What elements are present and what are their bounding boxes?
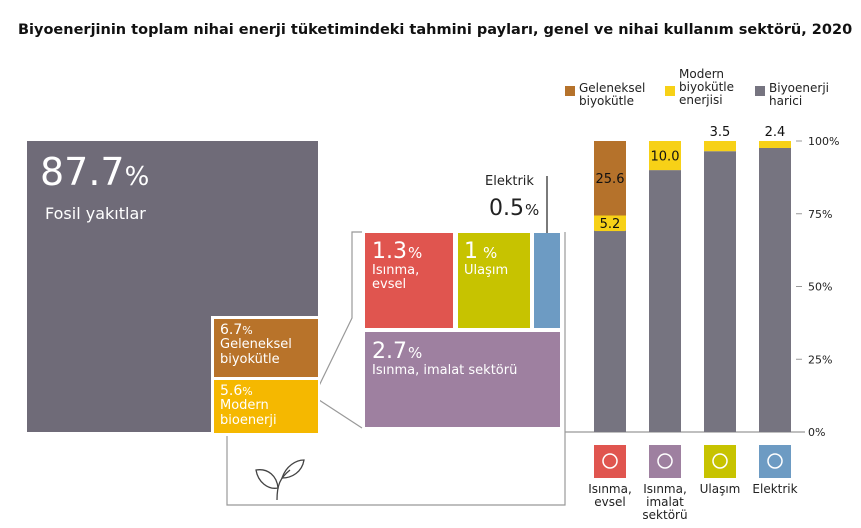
share-text: 2.7% Isınma, imalat sektörü: [372, 339, 518, 379]
bar-segment: [704, 151, 736, 432]
share-text: 1% Ulaşım: [464, 239, 509, 279]
category-icon: [704, 445, 736, 478]
transport-box: [458, 233, 530, 328]
legend-swatch: [565, 86, 575, 96]
data-label: 25.6: [596, 172, 625, 187]
share-text: 5.6% Modern bioenerji: [220, 383, 277, 428]
share-label: Elektrik: [485, 174, 534, 189]
legend-label: Modern biyokütle enerjisi: [679, 67, 735, 108]
legend-label: Biyoenerji harici: [769, 81, 829, 109]
label-bg: [595, 215, 625, 232]
legend-swatch: [755, 86, 765, 96]
share-text: 6.7% Geleneksel biyokütle: [220, 322, 292, 367]
bar-segment: [704, 141, 736, 152]
label-bg: [650, 147, 680, 164]
label-bg: [595, 170, 625, 187]
y-tick-label: 25%: [808, 353, 832, 366]
connector: [315, 397, 363, 429]
plant-icon: [255, 459, 305, 501]
connector: [226, 232, 566, 506]
bar-segment: [759, 141, 791, 148]
category-icon: [649, 445, 681, 478]
share-value: 0.5%: [489, 196, 540, 221]
data-label: 10.0: [651, 150, 680, 165]
data-label: 3.5: [710, 125, 731, 140]
traditional-box: [214, 319, 318, 377]
category-icon: [759, 445, 791, 478]
y-tick-label: 0%: [808, 426, 825, 439]
category-label: Ulaşım: [699, 482, 741, 496]
electricity-box: [534, 233, 560, 328]
category-label: Isınma, evsel: [588, 482, 632, 510]
legend-label: Geleneksel biyokütle: [579, 81, 646, 109]
heating-home-box: [365, 233, 453, 328]
bar-segment: [649, 170, 681, 432]
connector: [315, 231, 362, 393]
bar-segment: [594, 230, 626, 432]
modern-box: [214, 380, 318, 433]
icon-glyph: [602, 453, 618, 469]
category-label: Isınma, imalat sektörü: [642, 482, 688, 523]
title: Biyoenerjinin toplam nihai enerji tüketi…: [18, 22, 853, 38]
category-label: Elektrik: [752, 482, 798, 496]
data-label: 5.2: [600, 217, 621, 232]
share-label: Fosil yakıtlar: [45, 204, 146, 223]
y-tick-label: 75%: [808, 208, 832, 221]
bar-segment: [759, 147, 791, 432]
y-tick-label: 50%: [808, 281, 832, 294]
category-icon: [594, 445, 626, 478]
icon-glyph: [712, 453, 728, 469]
data-label: 2.4: [765, 125, 786, 140]
share-value: 87.7%: [40, 150, 150, 194]
share-text: 1.3% Isınma, evsel: [372, 239, 423, 293]
heating-industry-box: [365, 332, 560, 427]
legend-swatch: [665, 86, 675, 96]
y-tick-label: 100%: [808, 135, 839, 148]
icon-glyph: [657, 453, 673, 469]
icon-glyph: [767, 453, 783, 469]
